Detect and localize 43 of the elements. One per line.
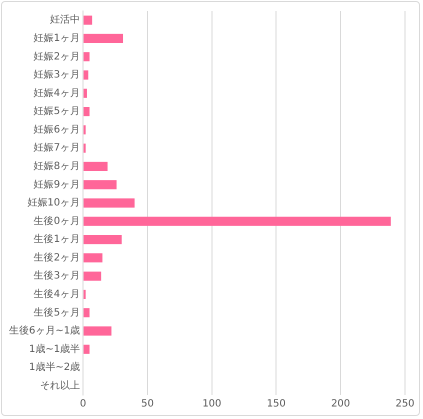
bar [84, 162, 108, 171]
y-tick-label: 妊娠4ヶ月 [34, 88, 80, 99]
y-tick-label: 妊娠6ヶ月 [34, 124, 80, 136]
x-tick-label: 100 [202, 398, 222, 410]
bar [84, 198, 135, 208]
bar [84, 216, 391, 226]
y-tick-label: 生後5ヶ月 [34, 306, 80, 318]
y-tick-label: 生後4ヶ月 [34, 288, 80, 300]
y-tick-label: 妊娠1ヶ月 [34, 33, 80, 44]
bar [84, 308, 90, 318]
y-tick-label: それ以上 [40, 379, 80, 392]
bar [84, 16, 92, 25]
bar [84, 34, 124, 43]
bar [84, 272, 102, 281]
y-tick-label: 妊娠9ヶ月 [34, 179, 80, 190]
x-tick-label: 50 [141, 398, 154, 410]
y-tick-label: 妊娠5ヶ月 [34, 106, 80, 118]
y-tick-label: 妊娠2ヶ月 [34, 51, 80, 62]
x-tick-label: 0 [80, 398, 86, 410]
x-tick-label: 200 [331, 398, 350, 410]
y-tick-label: 生後2ヶ月 [34, 251, 80, 264]
y-tick-label: 生後0ヶ月 [34, 214, 80, 227]
y-tick-label: 妊娠3ヶ月 [34, 70, 80, 81]
y-tick-label: 1歳半~2歳 [28, 361, 80, 374]
y-tick-label: 生後1ヶ月 [34, 233, 80, 246]
y-tick-label: 生後3ヶ月 [34, 270, 80, 282]
y-tick-label: 1歳~1歳半 [28, 342, 80, 355]
y-tick-label: 生後6ヶ月~1歳 [8, 324, 80, 337]
bar [84, 253, 102, 262]
x-tick-label: 150 [266, 398, 286, 410]
bar [84, 107, 90, 116]
bar [84, 326, 112, 336]
y-tick-label: 妊娠7ヶ月 [34, 142, 80, 154]
bar [84, 52, 90, 62]
y-tick-label: 妊娠8ヶ月 [34, 161, 80, 172]
bar [84, 70, 88, 80]
y-tick-label: 妊活中 [50, 14, 80, 26]
y-tick-label: 妊娠10ヶ月 [27, 198, 80, 209]
bar [84, 344, 90, 354]
bar [84, 88, 87, 98]
x-tick-label: 250 [395, 398, 415, 410]
bar [84, 235, 122, 244]
bar [84, 180, 117, 190]
